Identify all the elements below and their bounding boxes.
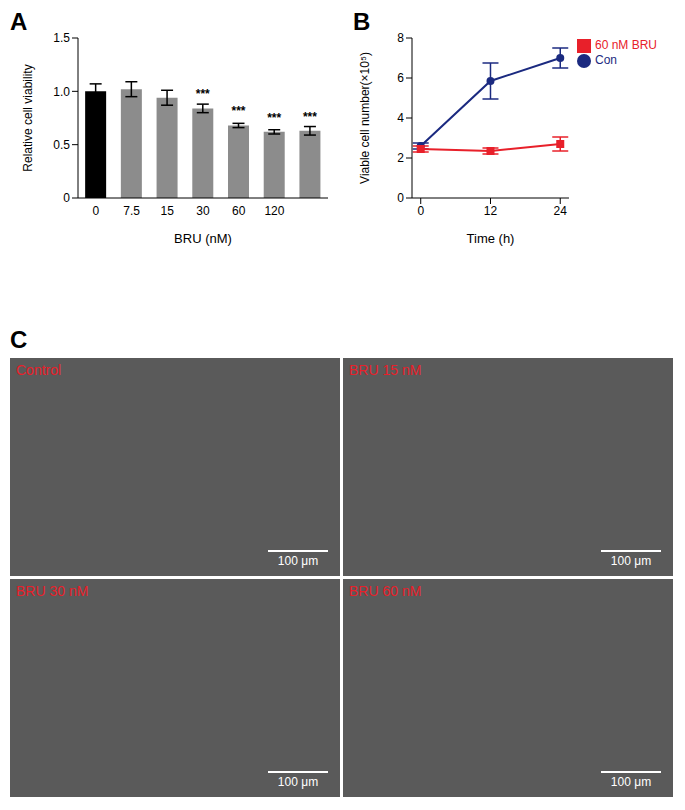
- svg-text:Relative cell viability: Relative cell viability: [21, 64, 35, 171]
- svg-text:BRU (nM): BRU (nM): [174, 231, 232, 246]
- html-text:Con: Con: [595, 52, 617, 67]
- html-text:100 μm: 100 μm: [610, 775, 652, 789]
- svg-text:***: ***: [303, 110, 317, 124]
- svg-text:120: 120: [264, 204, 284, 218]
- svg-text:8: 8: [397, 31, 404, 45]
- svg-text:1.5: 1.5: [53, 31, 70, 45]
- html-text:60 nM BRU: 60 nM BRU: [595, 38, 657, 52]
- html-text:100 μm: 100 μm: [277, 775, 319, 789]
- svg-text:15: 15: [161, 204, 175, 218]
- svg-text:1.0: 1.0: [53, 85, 70, 99]
- html-text:BRU 15 nM: BRU 15 nM: [349, 362, 422, 378]
- svg-text:2: 2: [397, 151, 404, 165]
- svg-text:0.5: 0.5: [53, 138, 70, 152]
- svg-text:0: 0: [417, 204, 424, 218]
- html-text:BRU 30 nM: BRU 30 nM: [16, 583, 89, 599]
- html-text:100 μm: 100 μm: [610, 554, 652, 568]
- svg-text:0: 0: [93, 204, 100, 218]
- svg-text:6: 6: [397, 71, 404, 85]
- html-text:BRU 60 nM: BRU 60 nM: [349, 583, 422, 599]
- svg-text:30: 30: [196, 204, 210, 218]
- svg-text:12: 12: [484, 204, 498, 218]
- svg-text:***: ***: [231, 104, 245, 118]
- svg-text:Time (h): Time (h): [467, 231, 515, 246]
- html-text:100 μm: 100 μm: [277, 554, 319, 568]
- svg-text:0: 0: [63, 191, 70, 205]
- html-text:Control: Control: [16, 362, 62, 378]
- svg-text:***: ***: [267, 111, 281, 125]
- html-text:B: B: [353, 8, 371, 35]
- svg-text:60: 60: [232, 204, 246, 218]
- html-text:C: C: [10, 326, 28, 353]
- svg-text:Viable cell number(×10⁵): Viable cell number(×10⁵): [358, 52, 372, 184]
- svg-text:24: 24: [554, 204, 568, 218]
- svg-text:***: ***: [196, 87, 210, 101]
- svg-text:4: 4: [397, 111, 404, 125]
- svg-text:7.5: 7.5: [123, 204, 140, 218]
- html-text:A: A: [10, 8, 28, 35]
- svg-text:0: 0: [397, 191, 404, 205]
